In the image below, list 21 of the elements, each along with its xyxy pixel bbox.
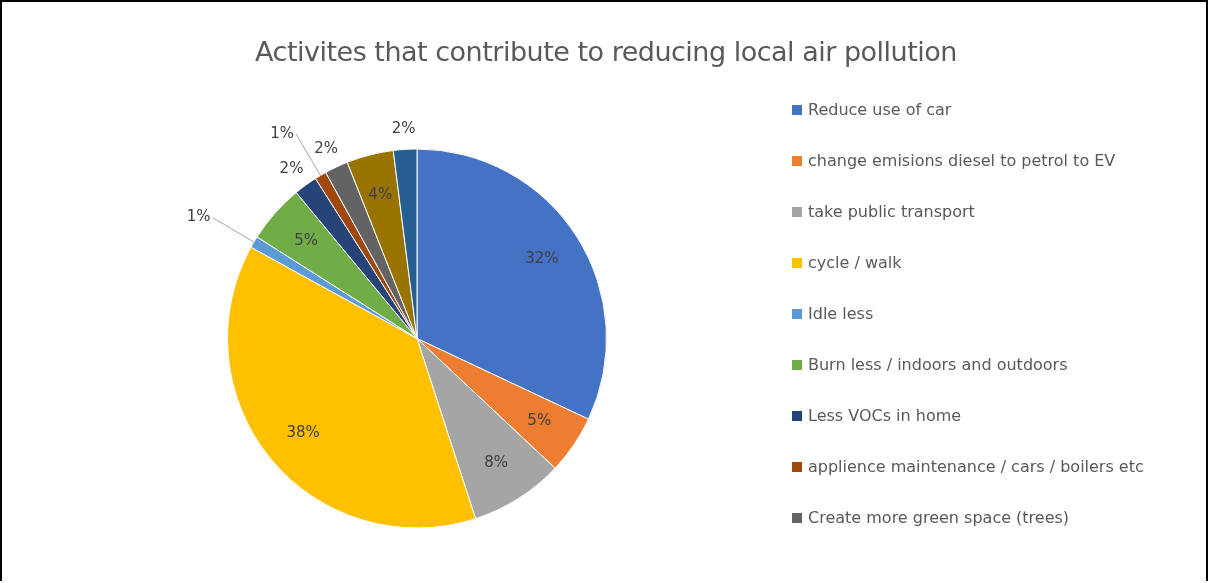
legend-label: cycle / walk (808, 253, 902, 273)
data-label: 8% (484, 453, 509, 472)
legend-label: Create more green space (trees) (808, 508, 1070, 528)
legend-label: take public transport (808, 202, 975, 222)
data-label: 38% (286, 422, 320, 441)
data-label: 32% (525, 249, 559, 268)
data-label: 2% (391, 119, 416, 138)
legend-label: Burn less / indoors and outdoors (808, 355, 1068, 375)
legend-label: Idle less (808, 304, 874, 324)
legend-label: applience maintenance / cars / boilers etc (808, 457, 1144, 477)
data-label: 5% (527, 411, 552, 430)
legend-label: change emisions diesel to petrol to EV (808, 151, 1116, 171)
chart-title: Activites that contribute to reducing local air pollution (254, 36, 958, 67)
data-label: 4% (368, 185, 393, 204)
legend-label: Reduce use of car (808, 100, 952, 120)
data-label: 5% (294, 230, 319, 249)
data-label: 2% (279, 158, 304, 177)
data-label: 1% (270, 123, 294, 142)
data-label: 1% (186, 207, 211, 226)
data-label: 2% (314, 138, 338, 157)
legend-label: Less VOCs in home (808, 406, 962, 426)
